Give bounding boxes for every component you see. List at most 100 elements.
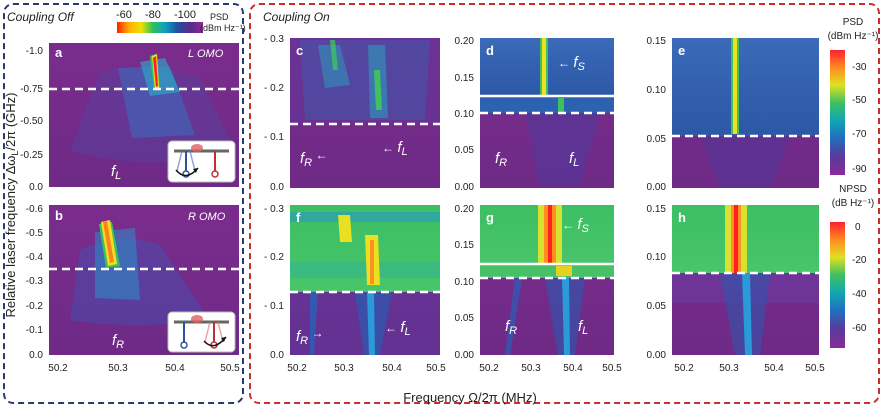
panel-c-letter: c xyxy=(296,43,303,58)
npsd-colorbar-tick: -20 xyxy=(852,255,867,266)
panel-a-inner xyxy=(140,58,180,96)
panel-b-y-tick: 0.0 xyxy=(29,350,43,361)
panel-a-y-tick: -0.75 xyxy=(20,84,43,95)
panel-a-inset-left-swing xyxy=(189,150,196,172)
panel-g-letter: g xyxy=(486,210,494,225)
panel-a-inset-laser xyxy=(191,144,203,152)
top-colorbar-unit: (dBm Hz⁻¹) xyxy=(200,23,246,33)
panel-f-y-tick: - 0.2 xyxy=(264,252,284,263)
panel-e-letter: e xyxy=(678,43,685,58)
panel-h-y-tick: 0.15 xyxy=(647,204,667,215)
panel-e: e 0.15 0.10 0.05 0.00 xyxy=(647,36,819,193)
panel-f-band xyxy=(290,212,440,222)
panel-h-x-tick: 50.3 xyxy=(719,363,739,374)
top-colorbar-tick: -100 xyxy=(174,9,196,21)
panel-d-green-mark xyxy=(558,98,564,112)
coupling-off-frame xyxy=(3,3,244,404)
npsd-colorbar-unit: (dB Hz⁻¹) xyxy=(832,198,875,209)
panel-h-x-tick: 50.4 xyxy=(764,363,784,374)
panel-b-y-tick: -0.2 xyxy=(26,301,44,312)
panel-g-blue-line xyxy=(562,278,570,355)
panel-c-upper-region xyxy=(290,38,440,124)
panel-h: h 0.15 0.10 0.05 0.00 50.2 50.3 50.4 50.… xyxy=(647,204,826,374)
panel-a-y-tick: -0.50 xyxy=(20,116,43,127)
panel-g-mid-band xyxy=(480,264,614,278)
panel-g-x-tick: 50.3 xyxy=(521,363,541,374)
panel-a-inset-right-mass xyxy=(211,170,219,178)
panel-b-inset-laser xyxy=(191,315,203,323)
npsd-colorbar-title: NPSD xyxy=(839,184,867,195)
npsd-colorbar-tick: -60 xyxy=(852,323,867,334)
panel-g-f-l-label: fL xyxy=(578,318,588,337)
panel-f-y-tick: - 0.3 xyxy=(264,204,284,215)
panel-g-yellow-mark xyxy=(556,266,572,276)
panel-c: c fR ← ← fL - 0.3 - 0.2 - 0.1 0.0 xyxy=(264,34,440,193)
panel-f-x-tick: 50.4 xyxy=(382,363,402,374)
panel-d-cone xyxy=(525,113,600,185)
npsd-colorbar-tick: 0 xyxy=(855,222,861,233)
panel-g-y-tick: 0.05 xyxy=(455,313,475,324)
panel-b-orange-line xyxy=(103,221,114,263)
panel-b-tag: R OMO xyxy=(188,211,226,223)
panel-b-y-tick: -0.5 xyxy=(26,228,44,239)
top-colorbar-tick: -80 xyxy=(145,9,161,21)
panel-a-letter: a xyxy=(55,45,63,60)
psd-colorbar: PSD (dBm Hz⁻¹) -30 -50 -70 -90 xyxy=(828,17,879,175)
panel-b-x-tick: 50.3 xyxy=(108,363,128,374)
panel-g-y-tick: 0.15 xyxy=(455,240,475,251)
panel-d-y-tick: 0.20 xyxy=(455,36,475,47)
panel-b-inset-right-swing xyxy=(204,321,211,343)
panel-d-y-tick: 0.15 xyxy=(455,73,475,84)
panel-c-green-line-left xyxy=(330,40,338,70)
panel-g-left-line xyxy=(505,278,522,355)
panel-f: f fR → ← fL - 0.3 - 0.2 - 0.1 0.0 50.2 5… xyxy=(264,204,446,374)
panel-g-y-tick: 0.20 xyxy=(455,204,475,215)
panel-h-y-tick: 0.00 xyxy=(647,350,667,361)
panel-g-y-tick: 0.10 xyxy=(455,277,475,288)
panel-b-y-tick: -0.3 xyxy=(26,276,44,287)
panel-c-y-tick: - 0.1 xyxy=(264,132,284,143)
panel-b-inset-schematic xyxy=(167,311,236,353)
panel-f-y-tick: - 0.1 xyxy=(264,301,284,312)
panel-g-x-tick: 50.2 xyxy=(479,363,499,374)
panel-d-letter: d xyxy=(486,43,494,58)
panel-a-red-line xyxy=(153,56,158,87)
top-colorbar-title: PSD xyxy=(210,12,229,22)
psd-colorbar-title: PSD xyxy=(843,17,864,28)
panel-a-y-tick: 0.0 xyxy=(29,182,43,193)
psd-colorbar-unit: (dBm Hz⁻¹) xyxy=(828,31,879,42)
coupling-off-title: Coupling Off xyxy=(7,10,75,24)
panel-a-tag: L OMO xyxy=(188,48,224,60)
panel-f-left-line xyxy=(310,292,318,355)
panel-b-y-tick: -0.1 xyxy=(26,325,44,336)
panel-h-y-tick: 0.10 xyxy=(647,252,667,263)
panel-h-y-tick: 0.05 xyxy=(647,301,667,312)
panel-h-x-tick: 50.2 xyxy=(674,363,694,374)
npsd-colorbar-tick: -40 xyxy=(852,289,867,300)
panel-b-inset-arrowhead xyxy=(221,337,226,342)
coupling-on-title: Coupling On xyxy=(263,10,330,24)
panel-e-cone xyxy=(700,136,790,188)
panel-a-inset-schematic xyxy=(167,140,236,183)
panel-h-blue-line xyxy=(742,273,752,355)
panel-c-y-tick: - 0.2 xyxy=(264,83,284,94)
panel-e-y-tick: 0.10 xyxy=(647,85,667,96)
psd-colorbar-gradient xyxy=(830,50,845,175)
coupling-on-frame xyxy=(249,3,880,404)
panel-f-blue-line xyxy=(367,292,375,355)
panel-d-yellow-line xyxy=(542,38,546,96)
npsd-colorbar: NPSD (dB Hz⁻¹) 0 -20 -40 -60 xyxy=(830,184,874,348)
panel-a: a L OMO fL -1.0 -0.75 -0.50 -0.25 0.0 xyxy=(20,43,239,193)
panel-g-red-line xyxy=(548,205,552,264)
panel-f-x-tick: 50.5 xyxy=(426,363,446,374)
panel-b-y-tick: -0.4 xyxy=(26,252,44,263)
panel-h-red-line xyxy=(734,205,738,273)
top-colorbar-tick: -60 xyxy=(116,9,132,21)
panel-e-y-tick: 0.00 xyxy=(647,182,667,193)
panel-f-f-l-label: ← fL xyxy=(385,319,411,338)
panel-g-x-tick: 50.4 xyxy=(563,363,583,374)
panel-e-blue-region xyxy=(672,38,819,136)
panel-a-f-l-label: fL xyxy=(111,163,121,182)
panel-a-y-tick: -0.25 xyxy=(20,150,43,161)
top-colorbar-gradient xyxy=(117,22,203,33)
